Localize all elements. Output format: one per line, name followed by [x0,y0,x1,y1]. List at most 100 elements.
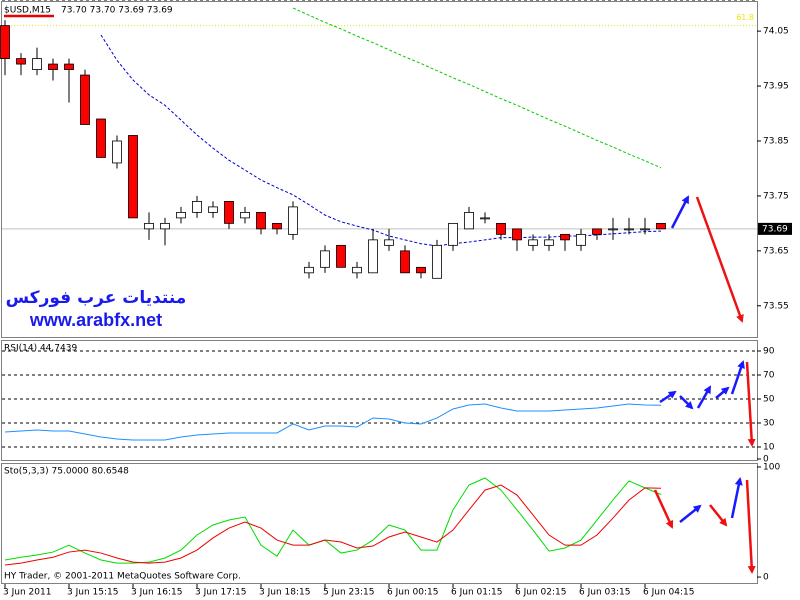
y-tick-label: 30 [763,419,775,429]
indicator-line [4,403,662,441]
candle-body [144,222,154,230]
indicator-line [4,484,662,566]
candle-body [336,244,346,268]
candle-body [320,250,330,268]
candle-body [496,222,506,235]
candle-body [464,211,474,230]
stoch-title: Sto(5,3,3) 75.0000 80.6548 [4,467,129,477]
ohlc-values: 73.70 73.70 73.69 73.69 [61,6,173,16]
arrow [745,361,756,447]
y-tick-label: 10 [763,443,775,453]
y-tick-label: 50 [763,395,775,405]
y-tick-label: 70 [763,371,775,381]
y-tick-label: 0 [763,455,769,465]
candle-body [16,58,26,65]
candle-body [560,233,570,241]
candle-body [0,25,10,59]
symbol: $USD,M15 [4,6,51,16]
annotation-arrows [653,195,756,574]
y-tick-label: 90 [763,347,775,357]
candle-body [512,228,522,241]
arrow [695,196,744,323]
forum-name: منتديات عرب فوركس [6,288,187,308]
candle-body [32,58,42,70]
candle-body [64,63,74,70]
y-tick-label: 73.75 [763,191,789,201]
candle-body [96,118,106,158]
x-tick-label: 6 Jun 04:15 [643,588,694,598]
candle-body [624,228,634,231]
candle-body [576,233,586,246]
y-tick-label: 74.05 [763,27,789,37]
arrow [679,395,694,410]
x-tick-label: 5 Jun 23:15 [323,588,374,598]
candle-body [48,63,58,70]
arrow [653,489,674,529]
candle-body [288,206,298,235]
candle-body [400,250,410,274]
candle-body [272,222,282,230]
arrow [670,195,690,229]
y-tick-label: 73.95 [763,82,789,92]
candle-body [256,211,266,230]
candle-body [224,201,234,224]
main-panel [1,1,758,338]
x-tick-label: 3 Jun 15:15 [67,588,118,598]
rsi-title: RSI(14) 44.7439 [4,344,77,354]
arrow [745,479,756,574]
candle-body [352,266,362,274]
y-tick-label: 73.85 [763,136,789,146]
candle-body [432,244,442,279]
last-price-box [758,222,792,235]
x-tick-label: 3 Jun 17:15 [195,588,246,598]
candle-body [608,228,618,231]
last-price-label: 73.69 [762,224,788,234]
x-tick-label: 3 Jun 18:15 [259,588,310,598]
candle-body [208,206,218,213]
candle-body [128,135,138,219]
indicator-line [292,7,662,169]
fib-level-label: 61.8 [736,13,754,22]
arrow [715,386,730,399]
arrow [709,504,728,527]
y-tick-label: 73.55 [763,301,789,311]
x-tick-label: 6 Jun 03:15 [579,588,630,598]
arrow [659,390,677,404]
candle-body [528,239,538,246]
arrow [730,360,745,395]
indicator-line [4,477,662,564]
candle-body [304,266,314,274]
candle-body [544,239,554,246]
x-tick-label: 6 Jun 02:15 [515,588,566,598]
candle-body [192,201,202,213]
candle-body [448,222,458,246]
candle-body [240,211,250,219]
candle-body [416,266,426,274]
y-tick-label: 73.65 [763,246,789,256]
candle-body [160,222,170,230]
x-tick-label: 3 Jun 16:15 [131,588,182,598]
x-tick-label: 3 Jun 2011 [3,588,51,598]
footer: HY Trader, © 2001-2011 MetaQuotes Softwa… [4,572,241,582]
x-tick-label: 6 Jun 01:15 [451,588,502,598]
stoch-panel [1,463,758,584]
candle-body [368,239,378,274]
arrow [696,385,712,409]
candle-body [480,217,490,220]
indicator-line [100,34,662,247]
candle-body [112,140,122,164]
candle-body [176,211,186,219]
arrow [730,477,743,519]
candle-body [592,228,602,235]
y-tick-label: 100 [763,462,780,472]
candle-body [384,239,394,246]
forum-url: www.arabfx.net [29,310,162,330]
rsi-panel [1,340,758,461]
y-tick-label: 0 [763,573,769,583]
x-tick-label: 6 Jun 00:15 [387,588,438,598]
candle-body [640,228,650,231]
arrow [679,504,702,523]
candle-body [656,222,666,230]
